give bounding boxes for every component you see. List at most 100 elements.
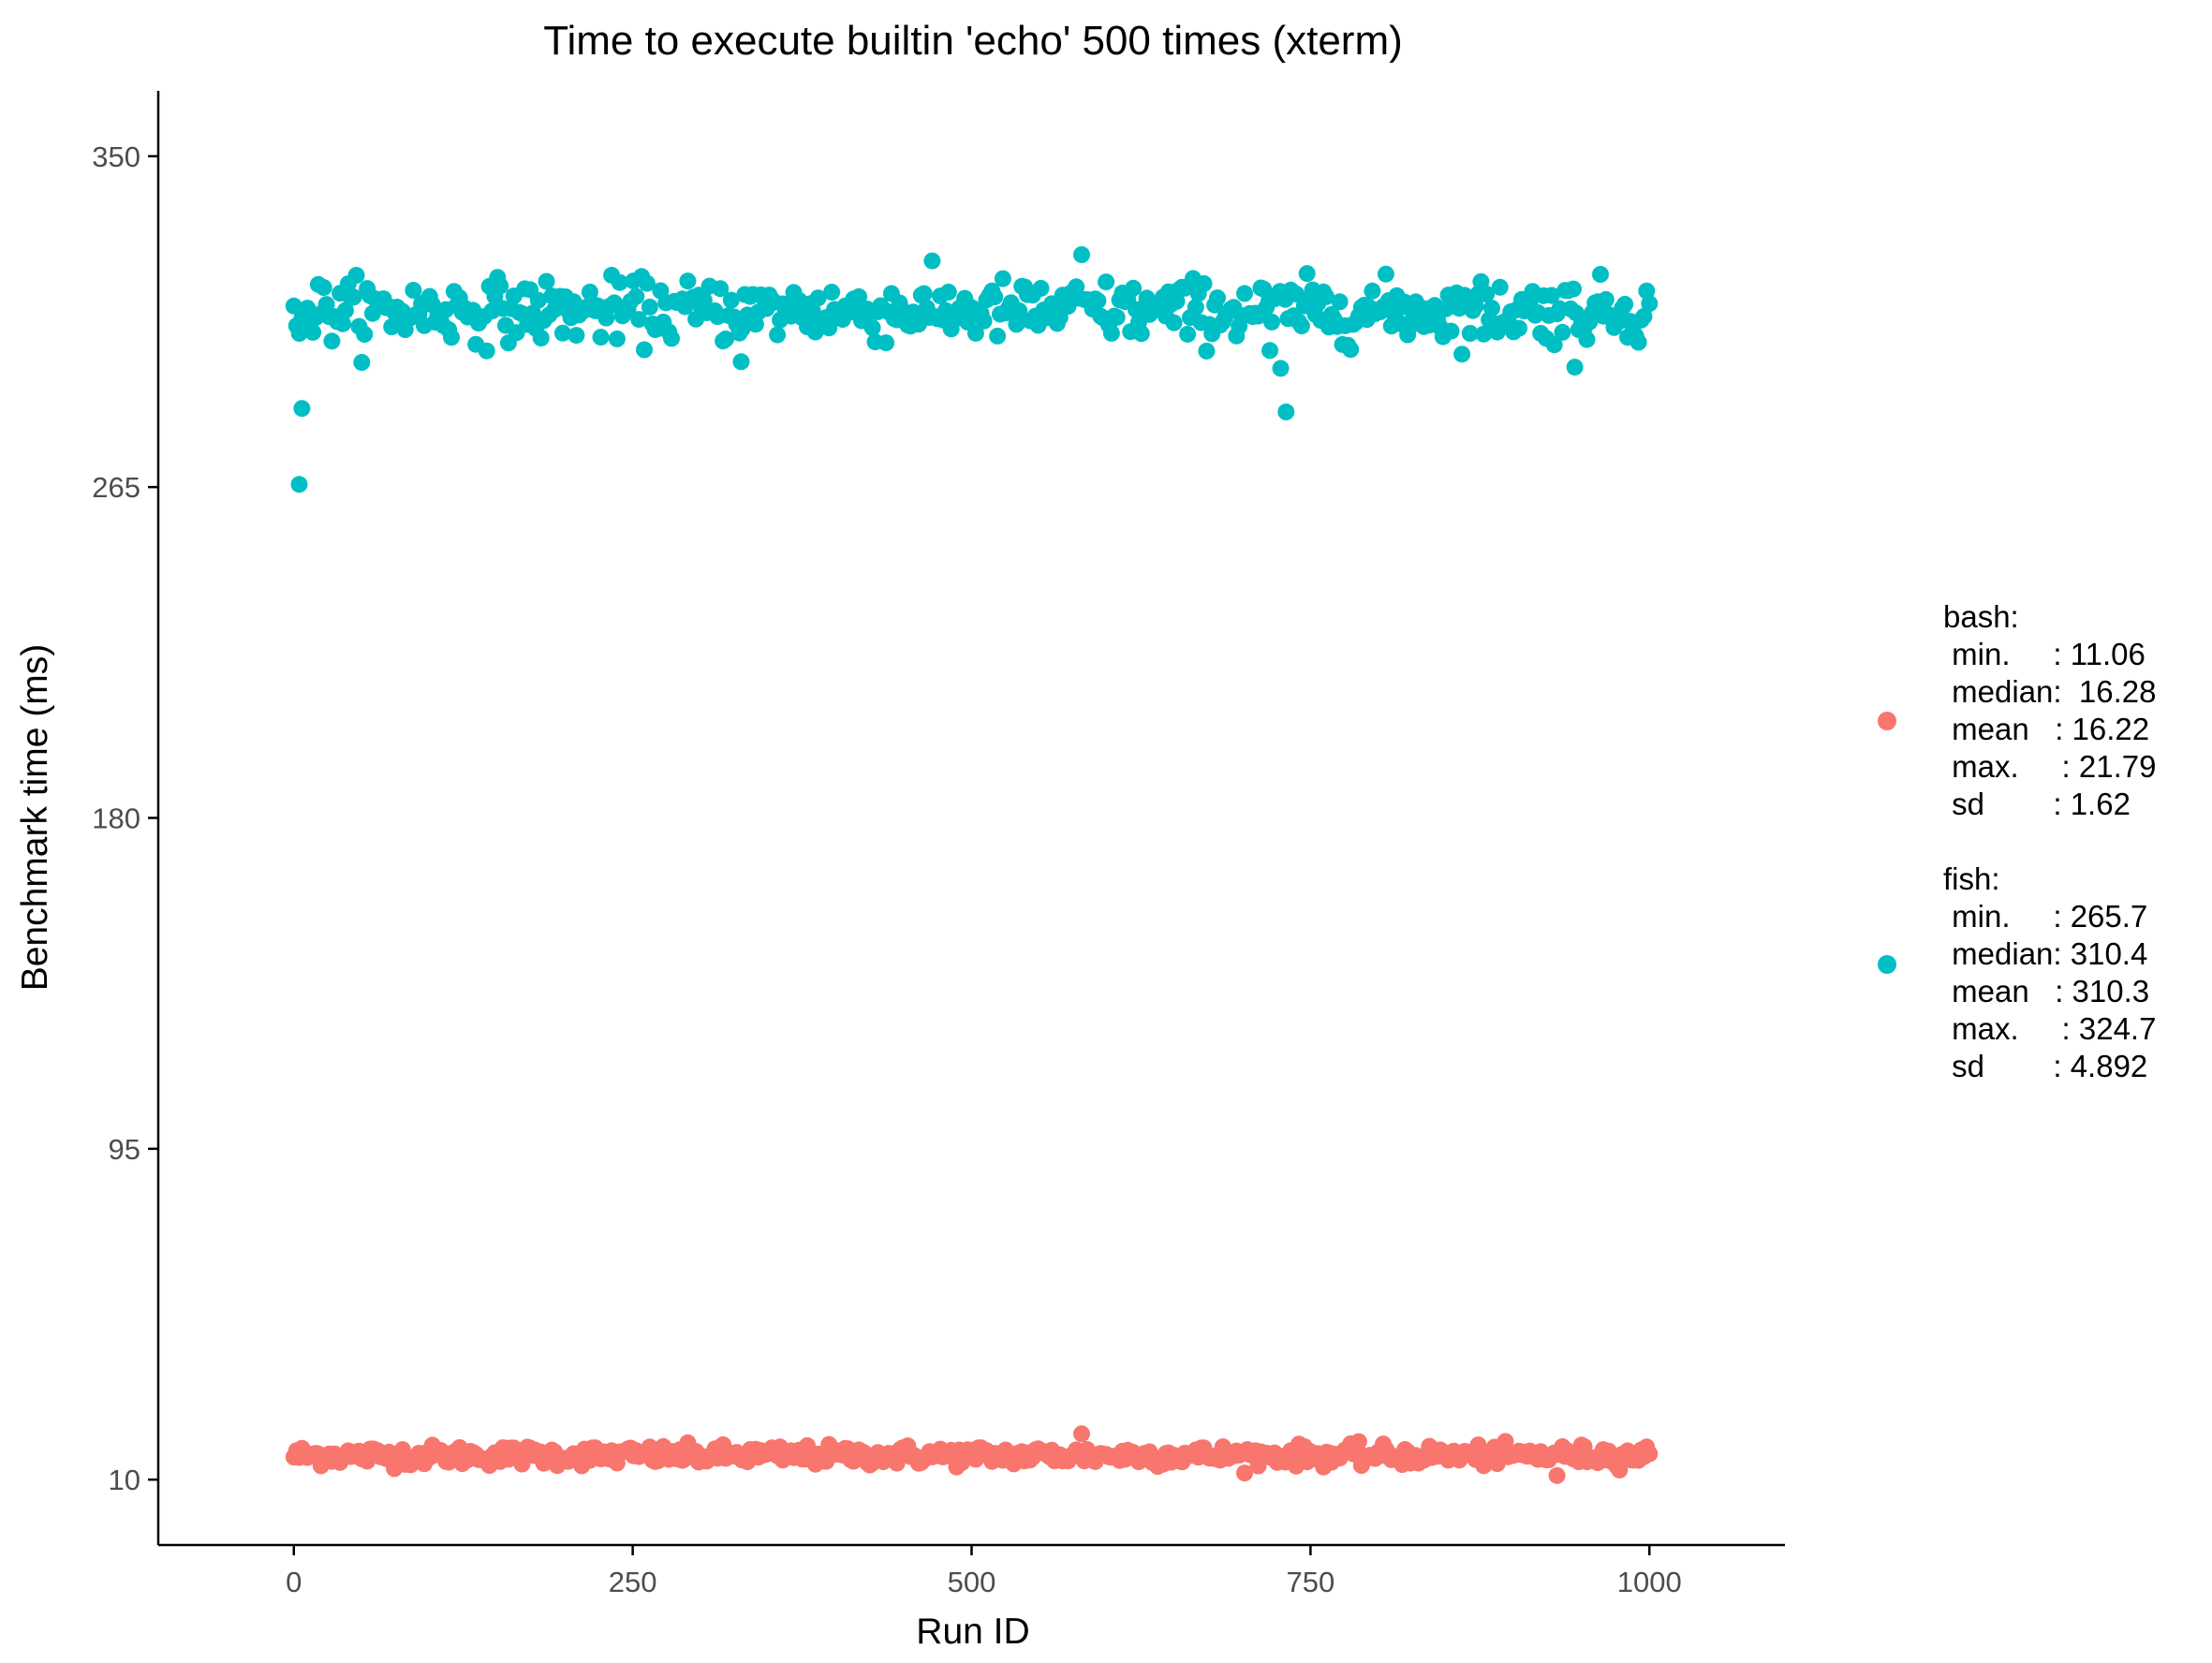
legend-line-bash: sd : 1.62 [1943, 787, 2131, 821]
fish-point [1453, 346, 1471, 363]
fish-point [1511, 319, 1527, 337]
fish-point [1209, 289, 1226, 307]
fish-point [1179, 325, 1197, 343]
legend-line-fish: sd : 4.892 [1943, 1049, 2147, 1083]
fish-point [939, 283, 957, 301]
fish-point [733, 320, 751, 338]
fish-point [638, 274, 656, 292]
fish-point [641, 298, 658, 316]
bash-point [1236, 1464, 1253, 1482]
fish-point [809, 289, 827, 307]
fish-point [1277, 403, 1295, 420]
fish-point [553, 324, 571, 342]
x-tick-label: 250 [609, 1566, 657, 1598]
fish-point [285, 297, 302, 315]
fish-point [443, 329, 460, 346]
fish-point [1616, 295, 1634, 313]
fish-point [336, 302, 354, 319]
fish-point [1008, 316, 1025, 333]
fish-point [1545, 336, 1563, 354]
fish-point [345, 288, 362, 306]
fish-point [334, 315, 351, 332]
fish-point [1318, 287, 1335, 305]
bash-point [1641, 1445, 1659, 1463]
y-axis-label: Benchmark time (ms) [15, 644, 55, 992]
fish-point [1565, 280, 1582, 298]
fish-point [1635, 308, 1653, 325]
y-ticks: 10 95 180 265 350 [92, 140, 158, 1496]
legend-line-fish: mean : 310.3 [1943, 974, 2149, 1008]
fish-point [923, 252, 941, 270]
fish-point [663, 330, 680, 347]
legend-key-fish [1878, 955, 1896, 974]
y-tick-label: 180 [92, 802, 140, 835]
fish-point [356, 326, 374, 343]
fish-point [1263, 313, 1280, 331]
fish-point [290, 476, 308, 493]
fish-point [405, 282, 422, 299]
x-axis-label: Run ID [916, 1611, 1029, 1652]
fish-point [568, 327, 585, 345]
fish-point [315, 279, 332, 297]
fish-point [636, 341, 653, 359]
fish-point [353, 354, 371, 371]
fish-point [679, 272, 697, 290]
fish-point [722, 291, 740, 309]
legend: bash: min. : 11.06 median: 16.28 mean : … [1878, 599, 2157, 1083]
fish-point [611, 273, 628, 291]
series-bash [285, 1425, 1659, 1484]
fish-point [529, 291, 547, 309]
fish-point [1102, 324, 1120, 342]
x-tick-label: 0 [286, 1566, 302, 1598]
bash-point [1611, 1461, 1629, 1479]
fish-point [1187, 299, 1204, 316]
fish-point [1292, 317, 1310, 335]
data-points [285, 246, 1659, 1484]
fish-point [1331, 293, 1349, 311]
fish-point [1272, 360, 1290, 377]
fish-point [989, 327, 1007, 345]
fish-point [1298, 265, 1316, 283]
fish-point [1261, 342, 1278, 360]
x-ticks: 0 250 500 750 1000 [286, 1545, 1682, 1598]
fish-point [1032, 279, 1050, 297]
x-tick-label: 500 [948, 1566, 996, 1598]
fish-point [492, 277, 509, 295]
fish-point [1566, 359, 1584, 376]
fish-point [975, 312, 993, 330]
fish-point [1132, 325, 1150, 343]
fish-point [1364, 282, 1381, 300]
fish-point [717, 331, 734, 347]
fish-point [915, 285, 933, 302]
y-tick-label: 265 [92, 471, 140, 504]
fish-point [608, 330, 626, 347]
fish-point [1461, 325, 1479, 342]
fish-point [592, 329, 610, 346]
legend-line-fish: max. : 324.7 [1943, 1011, 2156, 1046]
y-tick-label: 10 [109, 1464, 140, 1496]
chart-title: Time to execute builtin 'echo' 500 times… [543, 18, 1403, 64]
fish-point [478, 342, 495, 360]
fish-point [1641, 295, 1659, 313]
legend-key-bash [1878, 712, 1896, 730]
legend-line-bash: bash: [1943, 599, 2019, 634]
fish-point [1475, 325, 1493, 343]
bash-point [888, 1454, 906, 1472]
fish-point [986, 288, 1004, 305]
fish-point [630, 311, 648, 329]
bash-point [1548, 1466, 1566, 1484]
y-tick-label: 350 [92, 140, 140, 173]
legend-line-fish: min. : 265.7 [1943, 899, 2147, 934]
legend-line-bash: mean : 16.22 [1943, 712, 2149, 746]
fish-point [994, 270, 1011, 287]
fish-point [1478, 286, 1496, 302]
fish-point [1342, 341, 1360, 359]
fish-point [1630, 333, 1647, 351]
fish-point [290, 325, 308, 342]
fish-point [1198, 342, 1216, 360]
x-tick-label: 750 [1287, 1566, 1335, 1598]
fish-point [877, 334, 895, 352]
bash-point [1073, 1425, 1090, 1443]
